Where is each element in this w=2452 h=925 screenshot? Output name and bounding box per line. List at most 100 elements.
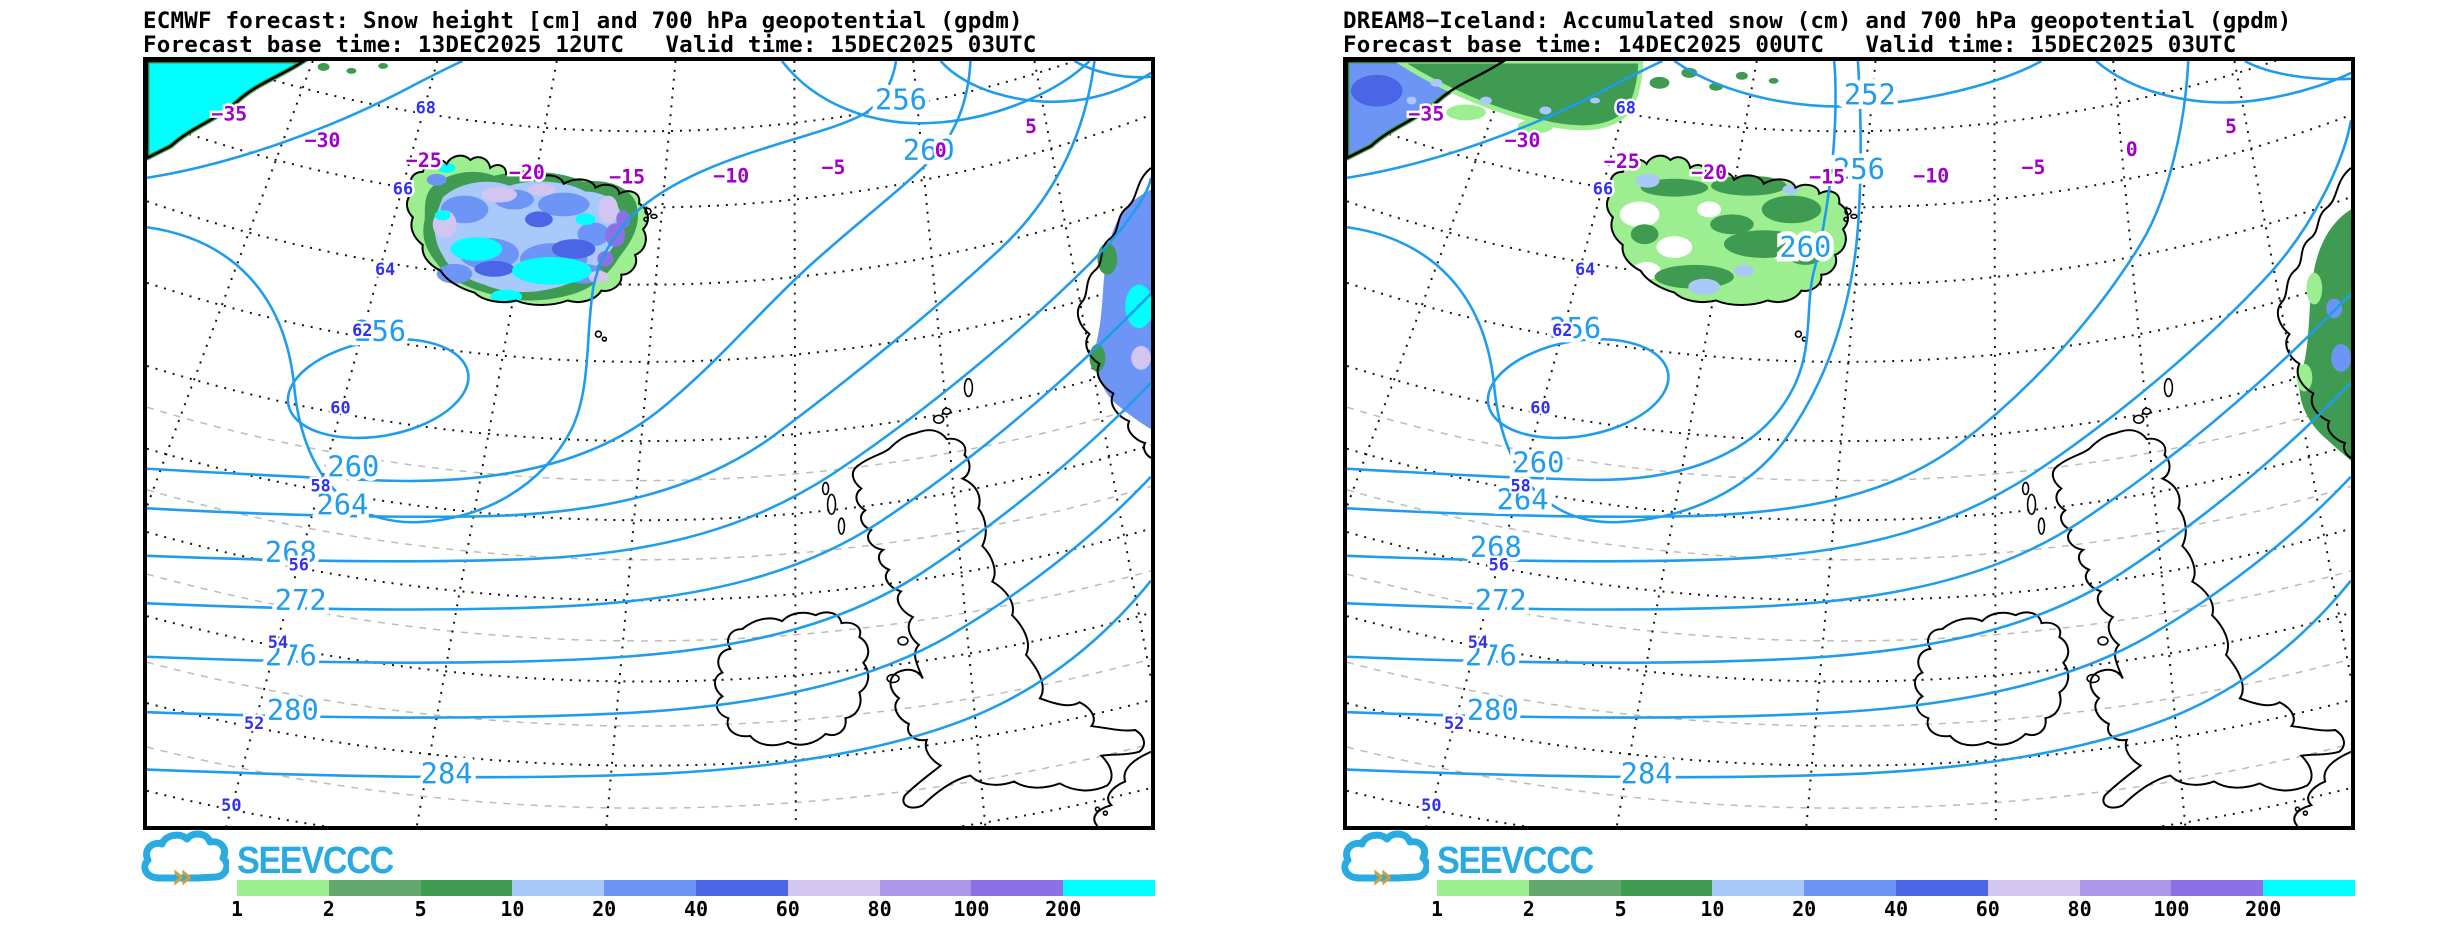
latitude-label: 56	[289, 555, 309, 575]
latitude-label: 50	[221, 795, 241, 815]
graticule	[1347, 61, 2351, 826]
legend-value: 100	[2153, 897, 2190, 921]
legend-segment	[1712, 880, 1805, 896]
logo-arrow-icon: »	[1371, 856, 1393, 892]
geopotential-label: 284	[1621, 756, 1673, 790]
snow-fills	[1347, 61, 2351, 461]
seevccc-logo: » SEEVCCC	[137, 828, 410, 894]
geopotential-label: 280	[267, 693, 319, 727]
legend-value: 5	[414, 897, 427, 921]
legend-value: 10	[1700, 897, 1725, 921]
map-canvas-ecmwf: 256260256260264268272276280284−35−30−25−…	[147, 61, 1151, 826]
legend-segment	[1620, 880, 1713, 896]
temperature-label: 0	[935, 139, 947, 162]
panel-ecmwf: ECMWF forecast: Snow height [cm] and 700…	[141, 8, 1157, 925]
snow-fills	[147, 61, 1151, 430]
latitude-label: 56	[1489, 555, 1509, 575]
panel-dream8: DREAM8−Iceland: Accumulated snow (cm) an…	[1341, 8, 2357, 925]
legend-value: 40	[683, 897, 709, 921]
temperature-label: −5	[822, 156, 846, 179]
graticule	[147, 61, 1151, 826]
legend-segment	[1804, 880, 1896, 896]
cloud-logo-icon: »	[141, 830, 229, 892]
latitude-label: 54	[1468, 632, 1488, 652]
latitude-label: 54	[268, 632, 288, 652]
coastlines	[1347, 61, 2351, 826]
geopotential-label: 260	[1779, 230, 1831, 264]
panel-subtitle: Forecast base time: 13DEC2025 12UTC Vali…	[143, 32, 1037, 58]
snow-colorbar-labels: 1 2 5 10 20 40 60 80 100 200	[1431, 897, 2355, 923]
legend-value: 2	[322, 897, 335, 921]
legend-value: 80	[2067, 897, 2092, 921]
legend-segment	[2263, 880, 2355, 896]
snow-colorbar-labels: 1 2 5 10 20 40 60 80 100 200	[231, 897, 1155, 923]
temperature-label: 0	[2126, 138, 2138, 161]
temperature-label: −15	[1809, 166, 1845, 189]
geopotential-label: 256	[1549, 311, 1601, 345]
latitude-label: 66	[393, 179, 413, 199]
legend-segment	[1063, 880, 1155, 896]
map-canvas-dream8: 252256260256260264268272276280284−35−30−…	[1347, 61, 2351, 826]
geopotential-label: 280	[1467, 693, 1519, 727]
logo-text: SEEVCCC	[237, 839, 394, 882]
legend-value: 2	[1522, 897, 1535, 921]
temperature-label: −20	[1691, 161, 1727, 184]
legend-segment	[1437, 880, 1529, 896]
latitude-label: 62	[1552, 320, 1572, 340]
legend-value: 1	[230, 897, 244, 921]
legend-segment	[2079, 880, 2172, 896]
latitude-label: 64	[375, 259, 395, 279]
temperature-label: −5	[2022, 156, 2046, 179]
geopotential-label: 260	[903, 133, 955, 167]
legend-value: 1	[1430, 897, 1444, 921]
legend-segment	[1528, 880, 1621, 896]
temperature-label: −35	[1408, 102, 1444, 125]
legend-value: 20	[592, 897, 617, 921]
geopotential-label: 272	[275, 583, 327, 617]
temperature-label: −10	[1913, 165, 1949, 188]
low-center-256-contour	[1486, 337, 1670, 440]
geopotential-label: 284	[421, 756, 473, 790]
legend-segment	[512, 880, 605, 896]
temperature-label: −20	[509, 161, 545, 184]
latitude-label: 58	[1510, 476, 1530, 496]
legend-value: 20	[1792, 897, 1817, 921]
latitude-label: 68	[416, 97, 436, 117]
panel-subtitle: Forecast base time: 14DEC2025 00UTC Vali…	[1343, 32, 2237, 58]
legend-segment	[604, 880, 696, 896]
geopotential-label: 268	[265, 535, 317, 569]
geopotential-label: 264	[1497, 482, 1549, 516]
legend-value: 5	[1614, 897, 1627, 921]
snow-colorbar	[237, 880, 1155, 896]
latitude-label: 62	[352, 320, 372, 340]
geopotential-label: 264	[316, 487, 368, 521]
temperature-label: −10	[713, 165, 749, 188]
coastlines	[147, 61, 1151, 826]
latitude-label: 50	[1421, 795, 1441, 815]
temperature-label: −25	[406, 149, 442, 172]
legend-value: 60	[775, 897, 800, 921]
legend-segment	[879, 880, 972, 896]
temperature-label: 5	[1025, 115, 1037, 138]
panel-title: DREAM8−Iceland: Accumulated snow (cm) an…	[1343, 8, 2292, 34]
logo-arrow-icon: »	[171, 856, 193, 892]
geopotential-label: 276	[265, 639, 317, 673]
geopotential-label: 260	[1513, 446, 1565, 480]
weather-map-ecmwf: 256 260 256 260 264 268 272 276 280 284 −35 −30 −25−…	[143, 57, 1155, 830]
temperature-label: −30	[305, 129, 341, 152]
legend-segment	[420, 880, 513, 896]
geopotential-label: 256	[354, 314, 406, 348]
latitude-label: 60	[330, 397, 350, 417]
legend-value: 200	[2245, 897, 2282, 921]
latitude-label: 58	[310, 476, 330, 496]
temperature-label: −30	[1505, 129, 1541, 152]
temperature-label: −25	[1604, 150, 1640, 173]
snow-colorbar	[1437, 880, 2355, 896]
temperature-label: −35	[211, 102, 247, 125]
legend-segment	[237, 880, 329, 896]
seevccc-logo: » SEEVCCC	[1337, 828, 1610, 894]
map-labels: 252256260256260264268272276280284−35−30−…	[1406, 73, 2239, 818]
legend-segment	[695, 880, 788, 896]
legend-value: 200	[1045, 897, 1082, 921]
legend-value: 60	[1975, 897, 2000, 921]
